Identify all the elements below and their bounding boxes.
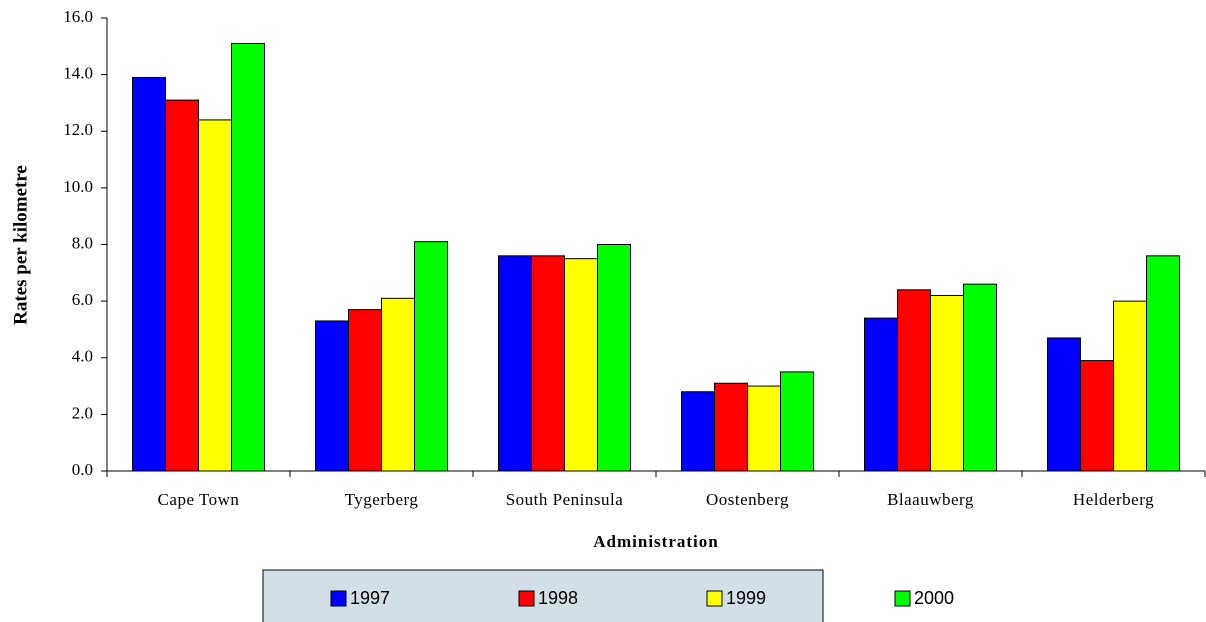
bar <box>132 76 166 472</box>
bar <box>897 289 931 472</box>
legend-label: 1999 <box>726 588 766 608</box>
bar <box>381 297 415 472</box>
y-tick-label: 6.0 <box>72 290 93 309</box>
bar <box>231 42 265 472</box>
y-axis-label: Rates per kilometre <box>10 165 31 325</box>
x-tick-label: Blaauwberg <box>887 490 974 509</box>
legend-box <box>262 569 824 622</box>
bar <box>681 391 715 472</box>
y-tick-label: 10.0 <box>63 177 93 196</box>
bar <box>498 255 532 472</box>
bar <box>198 119 232 472</box>
bar <box>747 385 781 472</box>
y-tick-label: 2.0 <box>72 403 93 422</box>
x-tick-label: Cape Town <box>158 490 240 509</box>
bar <box>1047 337 1081 472</box>
bar <box>531 255 565 472</box>
legend-label: 2000 <box>914 588 954 608</box>
legend-swatch <box>518 590 535 607</box>
bar <box>564 258 598 472</box>
bar <box>714 382 748 472</box>
bar <box>1113 300 1147 472</box>
legend-swatch <box>330 590 347 607</box>
legend-swatch <box>706 590 723 607</box>
bar <box>1080 360 1114 472</box>
x-tick-label: Tygerberg <box>345 490 419 509</box>
legend-swatch <box>894 590 911 607</box>
bar <box>963 283 997 472</box>
bar <box>864 317 898 472</box>
y-tick-label: 4.0 <box>72 347 93 366</box>
bar <box>348 309 382 472</box>
y-tick-label: 12.0 <box>63 120 93 139</box>
bar <box>597 244 631 472</box>
x-tick-label: South Peninsula <box>506 490 624 509</box>
y-tick-label: 8.0 <box>72 233 93 252</box>
x-tick-label: Oostenberg <box>706 490 789 509</box>
bar <box>930 294 964 472</box>
bar <box>1146 255 1180 472</box>
y-tick-label: 16.0 <box>63 7 93 26</box>
x-axis-label: Administration <box>593 532 718 551</box>
bar <box>780 371 814 472</box>
x-tick-label: Helderberg <box>1073 490 1154 509</box>
y-tick-label: 14.0 <box>63 64 93 83</box>
legend-label: 1997 <box>350 588 390 608</box>
legend-label: 1998 <box>538 588 578 608</box>
bar <box>315 320 349 472</box>
bar <box>414 241 448 472</box>
bar <box>165 99 199 472</box>
y-tick-label: 0.0 <box>72 460 93 479</box>
